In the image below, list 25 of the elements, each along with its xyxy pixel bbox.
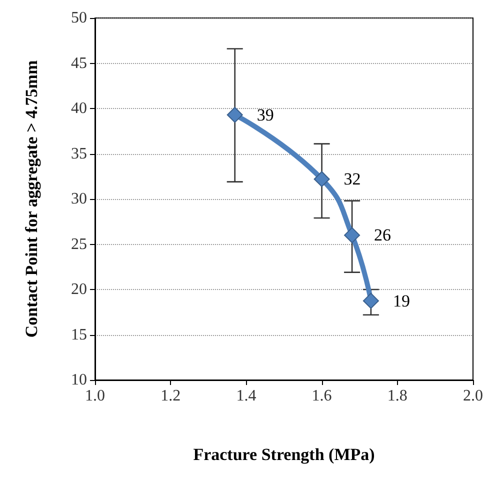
x-tick-label: 1.0 [85, 388, 105, 404]
x-tick-label: 1.6 [312, 388, 332, 404]
y-tick-label: 40 [71, 100, 87, 117]
y-tick-label: 50 [71, 10, 87, 26]
y-tick-label: 20 [71, 281, 87, 298]
x-tick-label: 2.0 [463, 388, 483, 404]
y-axis-title: Contact Point for aggregate > 4.75mm [22, 60, 41, 338]
data-label: 32 [344, 170, 361, 189]
x-tick-label: 1.4 [236, 388, 256, 404]
y-tick-label: 15 [71, 326, 87, 344]
point [344, 227, 360, 244]
y-tick-label: 45 [71, 54, 87, 72]
y-tick-label: 10 [71, 372, 87, 388]
x-axis-title: Fracture Strength (MPa) [193, 445, 375, 464]
point [314, 171, 330, 188]
y-tick-label: 25 [71, 236, 87, 253]
data-label: 19 [392, 291, 410, 310]
point [362, 292, 379, 309]
y-tick-label: 30 [71, 190, 87, 208]
data-label: 39 [256, 105, 274, 124]
x-tick-label: 1.8 [387, 388, 408, 404]
x-tick-label: 1.2 [160, 388, 181, 404]
point [226, 106, 243, 123]
data-label: 26 [374, 226, 392, 245]
y-tick-label: 35 [71, 145, 87, 162]
